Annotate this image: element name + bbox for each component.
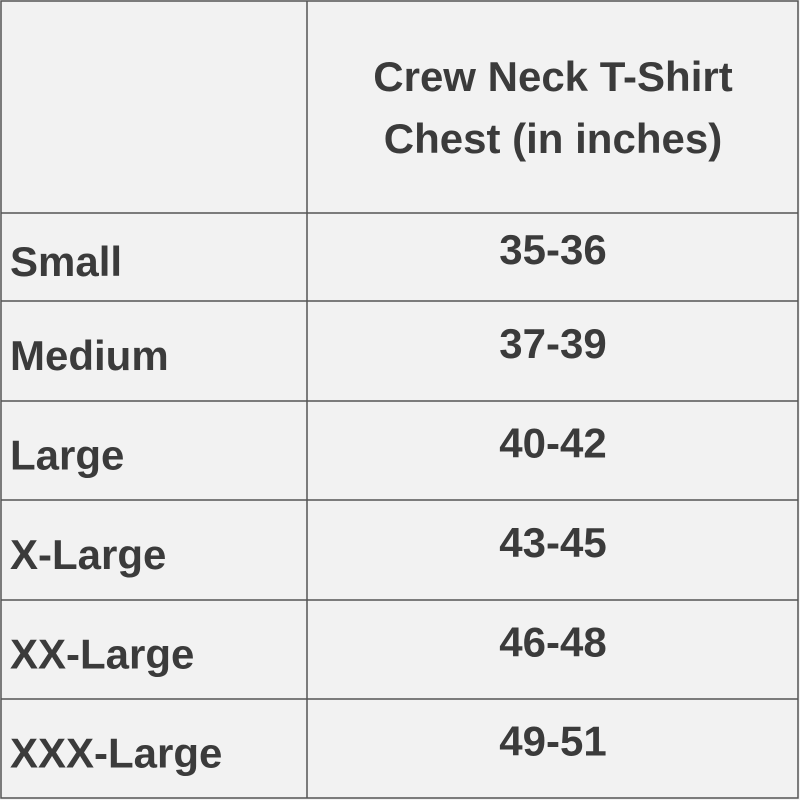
size-label: XX-Large	[10, 631, 194, 678]
size-label: Small	[10, 238, 122, 285]
chest-range: 49-51	[499, 718, 606, 765]
column-header: Chest (in inches)	[384, 115, 722, 162]
size-label: XXX-Large	[10, 730, 222, 777]
column-header: Crew Neck T-Shirt	[373, 53, 732, 100]
chest-range: 40-42	[499, 420, 606, 467]
chest-range: 37-39	[499, 320, 606, 367]
chest-range: 46-48	[499, 619, 606, 666]
size-label: Medium	[10, 332, 169, 379]
chest-range: 43-45	[499, 519, 606, 566]
size-label: X-Large	[10, 531, 166, 578]
chest-range: 35-36	[499, 226, 606, 273]
size-label: Large	[10, 432, 124, 479]
